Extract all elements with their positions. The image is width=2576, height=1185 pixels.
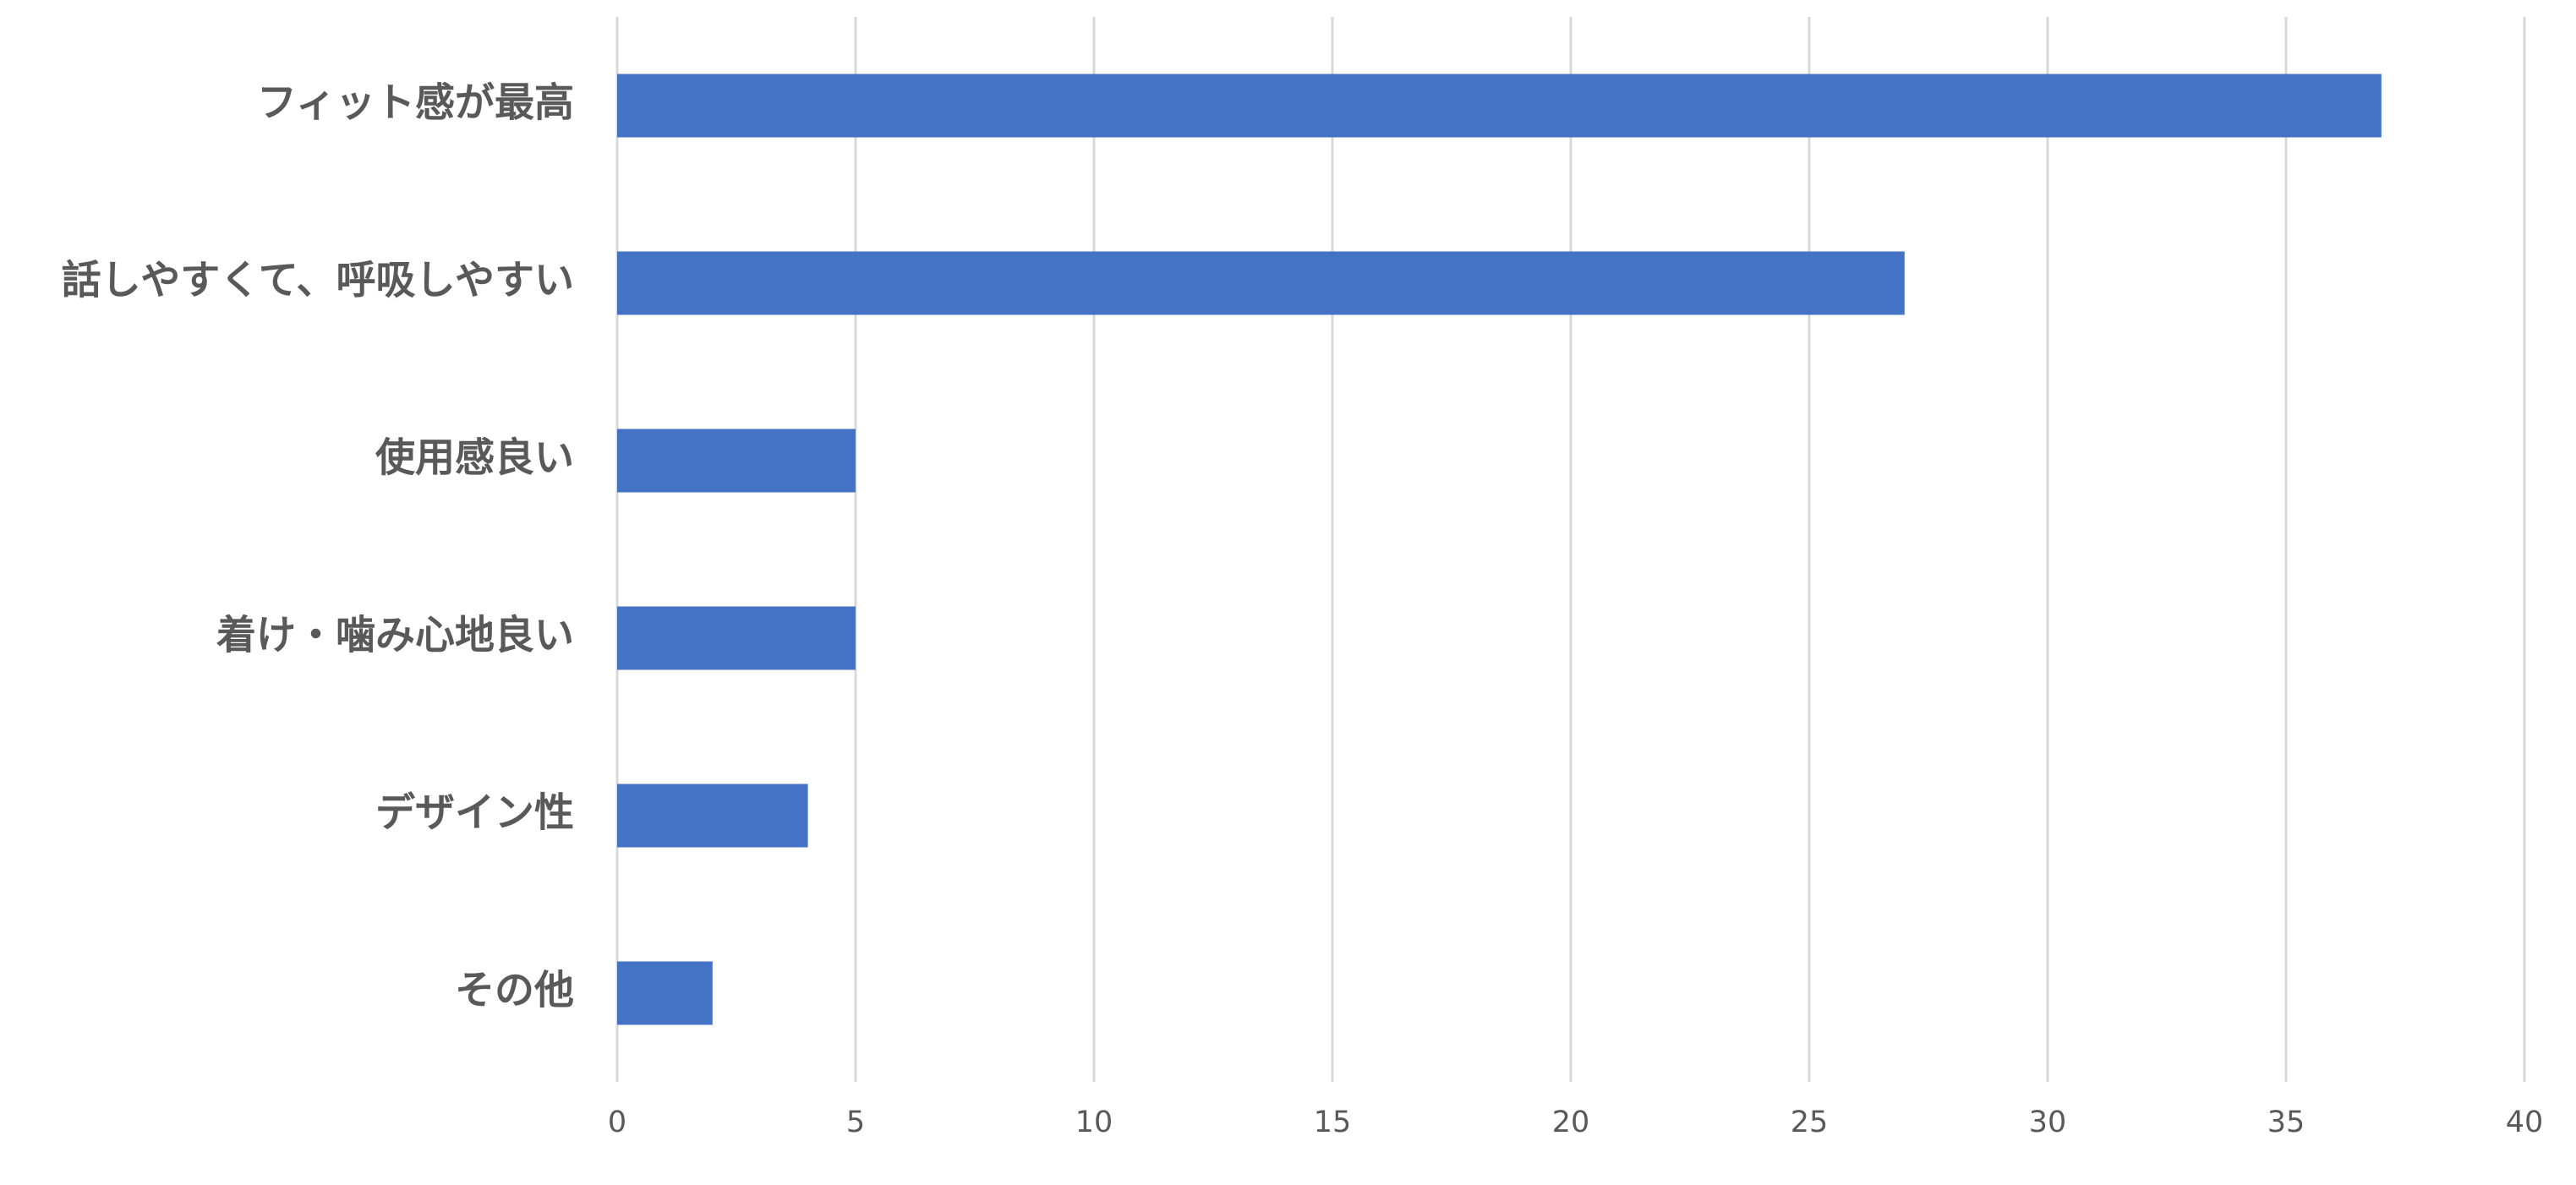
- y-tick-label: 話しやすくて、呼吸しやすい: [62, 258, 574, 304]
- bar: [617, 784, 808, 848]
- x-tick-label: 25: [1791, 1106, 1829, 1139]
- x-tick-label: 5: [846, 1106, 865, 1139]
- y-tick-label: フィット感が最高: [257, 80, 574, 127]
- y-tick-label: 使用感良い: [375, 435, 574, 482]
- bar: [617, 429, 856, 493]
- x-tick-label: 35: [2267, 1106, 2305, 1139]
- x-tick-label: 10: [1075, 1106, 1113, 1139]
- y-tick-label: その他: [455, 968, 574, 1014]
- bar: [617, 251, 1905, 315]
- bar: [617, 961, 713, 1025]
- x-tick-label: 15: [1314, 1106, 1352, 1139]
- y-tick-label: 着け・噛み心地良い: [216, 613, 574, 659]
- bar: [617, 74, 2382, 138]
- y-tick-label: デザイン性: [375, 790, 574, 837]
- x-tick-label: 0: [608, 1106, 626, 1139]
- x-tick-label: 20: [1552, 1106, 1590, 1139]
- bar: [617, 606, 856, 670]
- x-tick-label: 40: [2506, 1106, 2544, 1139]
- x-tick-label: 30: [2029, 1106, 2067, 1139]
